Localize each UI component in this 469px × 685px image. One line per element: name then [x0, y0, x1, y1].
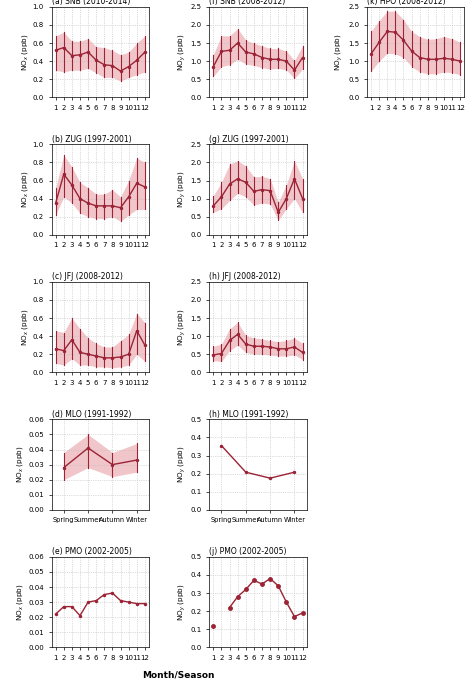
- Y-axis label: NO$_x$ (ppb): NO$_x$ (ppb): [20, 171, 30, 208]
- Y-axis label: NO$_x$ (ppb): NO$_x$ (ppb): [15, 446, 25, 484]
- Text: (d) MLO (1991-1992): (d) MLO (1991-1992): [52, 410, 131, 419]
- Text: (g) ZUG (1997-2001): (g) ZUG (1997-2001): [209, 134, 289, 144]
- Y-axis label: NO$_y$ (ppb): NO$_y$ (ppb): [334, 34, 345, 71]
- Text: (e) PMO (2002-2005): (e) PMO (2002-2005): [52, 547, 131, 556]
- Y-axis label: NO$_x$ (ppb): NO$_x$ (ppb): [20, 34, 30, 71]
- Text: (a) SNB (2010-2014): (a) SNB (2010-2014): [52, 0, 130, 6]
- Text: (b) ZUG (1997-2001): (b) ZUG (1997-2001): [52, 134, 131, 144]
- Text: (h) MLO (1991-1992): (h) MLO (1991-1992): [209, 410, 288, 419]
- Y-axis label: NO$_y$ (ppb): NO$_y$ (ppb): [176, 34, 188, 71]
- Y-axis label: NO$_y$ (ppb): NO$_y$ (ppb): [176, 446, 188, 484]
- Y-axis label: NO$_y$ (ppb): NO$_y$ (ppb): [176, 171, 188, 208]
- Y-axis label: NO$_y$ (ppb): NO$_y$ (ppb): [176, 308, 188, 346]
- Text: Month/Season: Month/Season: [142, 671, 214, 680]
- Y-axis label: NO$_x$ (ppb): NO$_x$ (ppb): [15, 584, 25, 621]
- Text: (f) SNB (2008-2012): (f) SNB (2008-2012): [209, 0, 286, 6]
- Y-axis label: NO$_y$ (ppb): NO$_y$ (ppb): [176, 584, 188, 621]
- Text: (h) JFJ (2008-2012): (h) JFJ (2008-2012): [209, 272, 281, 281]
- Text: (j) PMO (2002-2005): (j) PMO (2002-2005): [209, 547, 287, 556]
- Text: (k) HPO (2008-2012): (k) HPO (2008-2012): [367, 0, 446, 6]
- Text: (c) JFJ (2008-2012): (c) JFJ (2008-2012): [52, 272, 122, 281]
- Y-axis label: NO$_x$ (ppb): NO$_x$ (ppb): [20, 308, 30, 346]
